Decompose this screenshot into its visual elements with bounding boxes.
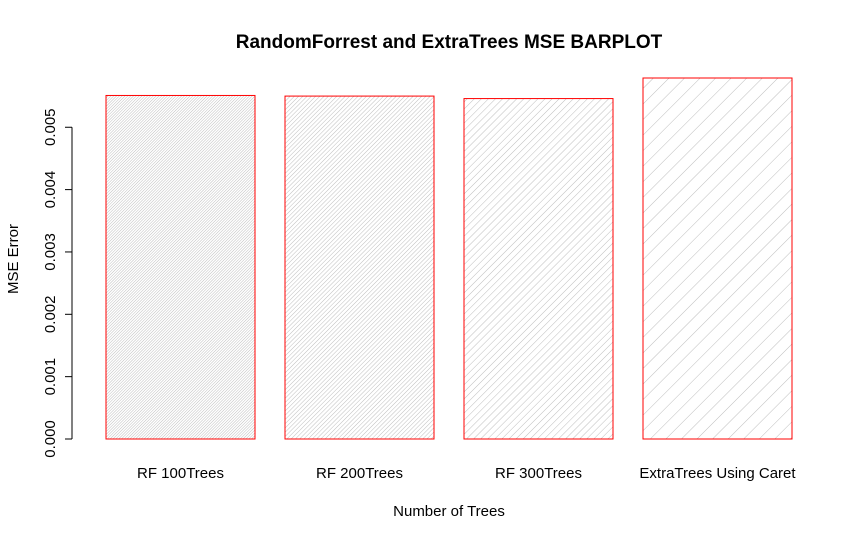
bars-group — [105, 77, 793, 440]
bar-0 — [105, 94, 256, 440]
x-tick-label: RF 100Trees — [137, 465, 224, 482]
bar-2 — [463, 98, 614, 440]
bar-1 — [284, 95, 435, 440]
chart-title: RandomForrest and ExtraTrees MSE BARPLOT — [236, 32, 663, 53]
y-tick-label: 0.003 — [42, 233, 59, 271]
bar-3 — [642, 77, 793, 440]
x-tick-label: RF 300Trees — [495, 465, 582, 482]
y-tick-label: 0.005 — [42, 108, 59, 146]
y-tick-label: 0.000 — [42, 420, 59, 458]
y-axis: 0.000 0.001 0.002 0.003 0.004 0.005 — [42, 108, 73, 458]
x-tick-label: RF 200Trees — [316, 465, 403, 482]
y-tick-label: 0.002 — [42, 296, 59, 334]
x-tick-labels: RF 100Trees RF 200Trees RF 300Trees ExtraTr… — [137, 465, 796, 482]
y-tick-label: 0.001 — [42, 358, 59, 396]
y-axis-label: MSE Error — [5, 224, 22, 294]
y-tick-label: 0.004 — [42, 171, 59, 209]
x-axis-label: Number of Trees — [393, 503, 505, 520]
x-tick-label: ExtraTrees Using Caret — [639, 465, 796, 482]
